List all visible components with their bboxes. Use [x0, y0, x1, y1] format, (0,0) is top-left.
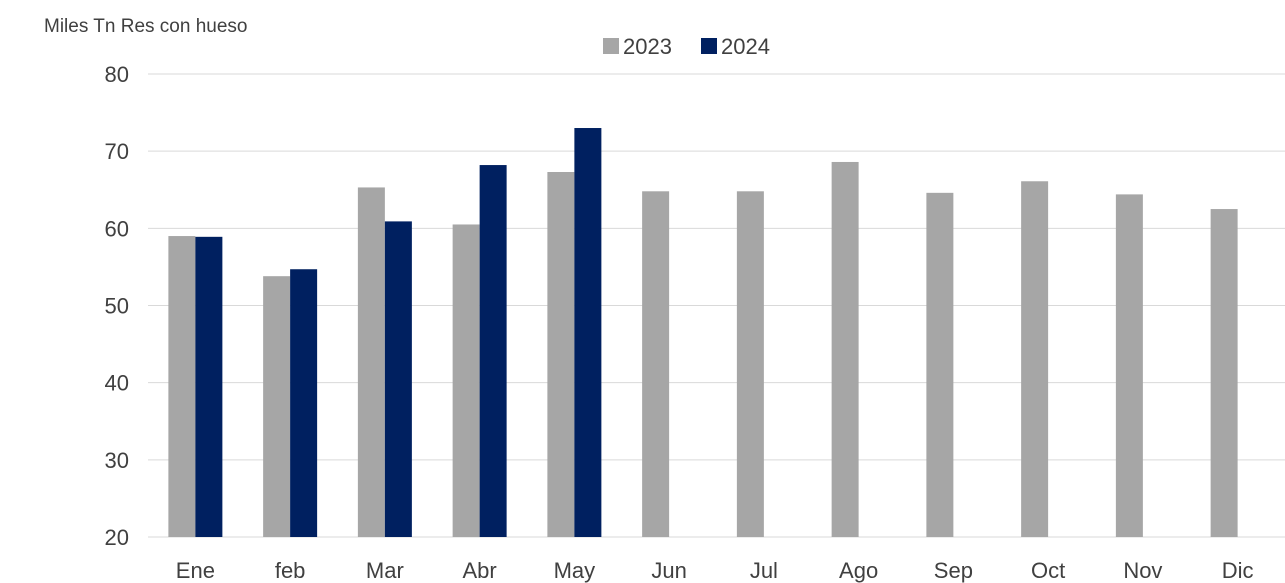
x-tick-label: Oct	[1031, 558, 1065, 583]
y-tick-label: 20	[105, 525, 129, 550]
x-tick-label: Abr	[463, 558, 497, 583]
bar-2024-Ene	[195, 236, 223, 538]
legend-swatch-2023	[603, 38, 619, 54]
x-tick-label: Dic	[1222, 558, 1254, 583]
x-tick-label: Nov	[1123, 558, 1162, 583]
legend: 2023 2024	[603, 34, 770, 59]
bar-2023-Ago	[831, 161, 859, 537]
bar-2023-Sep	[926, 192, 954, 537]
y-axis-unit-label: Miles Tn Res con hueso	[44, 16, 247, 37]
bar-2024-Abr	[479, 165, 507, 537]
x-tick-label: Ago	[839, 558, 878, 583]
y-tick-label: 50	[105, 294, 129, 319]
bar-2023-Dic	[1210, 209, 1238, 537]
bar-2023-Jul	[736, 191, 764, 537]
bar-2023-May	[547, 172, 575, 538]
y-tick-label: 30	[105, 448, 129, 473]
y-tick-label: 60	[105, 216, 129, 241]
bar-2023-Jun	[642, 191, 670, 537]
x-tick-label: Jul	[750, 558, 778, 583]
legend-label-2024: 2024	[721, 34, 770, 59]
y-tick-label: 70	[105, 139, 129, 164]
y-tick-label: 80	[105, 62, 129, 87]
y-axis-ticks: 20 30 40 50 60 70 80	[105, 62, 129, 550]
bar-2023-Nov	[1115, 194, 1143, 537]
y-tick-label: 40	[105, 371, 129, 396]
bar-2023-Ene	[168, 236, 196, 538]
legend-label-2023: 2023	[623, 34, 672, 59]
bar-2024-feb	[290, 269, 318, 537]
x-tick-label: Mar	[366, 558, 404, 583]
x-tick-label: Sep	[934, 558, 973, 583]
legend-swatch-2024	[701, 38, 717, 54]
gridlines	[148, 73, 1285, 538]
bar-2023-Abr	[452, 224, 480, 537]
bars	[168, 128, 1238, 538]
x-tick-label: May	[554, 558, 596, 583]
bar-2024-Mar	[384, 221, 412, 537]
bar-2023-Oct	[1021, 181, 1049, 538]
bar-2023-feb	[263, 276, 291, 537]
x-tick-label: Ene	[176, 558, 215, 583]
bar-2023-Mar	[357, 187, 385, 537]
x-tick-label: feb	[275, 558, 306, 583]
x-axis-ticks: Ene feb Mar Abr May Jun Jul Ago Sep Oct Nov Dic	[176, 558, 1254, 583]
x-tick-label: Jun	[651, 558, 686, 583]
bar-2024-May	[574, 128, 602, 537]
